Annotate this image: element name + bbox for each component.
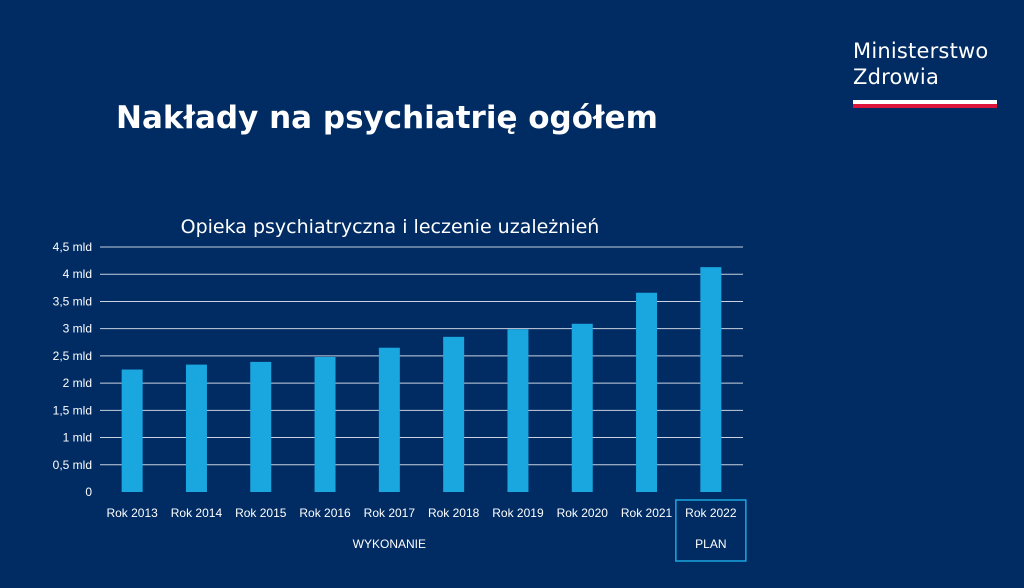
bar [185,364,207,492]
x-category-label: Rok 2016 [299,506,351,520]
logo-line-1: Ministerstwo [853,39,989,63]
y-tick-label: 0,5 mld [53,458,92,472]
bar [378,347,400,492]
bar [507,329,529,492]
bar [250,361,272,492]
ministry-logo: Ministerstwo Zdrowia [853,38,999,108]
x-category-label: Rok 2017 [364,506,416,520]
plan-box [675,499,747,562]
bar [443,336,465,492]
y-tick-label: 1,5 mld [53,403,92,417]
page-title: Nakłady na psychiatrię ogółem [116,100,658,136]
bar [700,267,722,492]
group-label: WYKONANIE [353,537,426,551]
x-category-label: Rok 2014 [171,506,223,520]
y-tick-label: 3,5 mld [53,294,92,308]
y-tick-label: 2 mld [63,376,92,390]
bars [121,267,722,492]
y-tick-label: 1 mld [63,431,92,445]
bar [571,323,593,492]
bar [314,356,336,492]
bar [636,292,658,492]
x-category-label: Rok 2018 [428,506,480,520]
x-category-label: Rok 2020 [557,506,609,520]
logo-line-2: Zdrowia [853,65,940,89]
y-tick-label: 4 mld [63,267,92,281]
x-category-label: Rok 2022 [685,506,737,520]
x-axis-categories: Rok 2013 Rok 2014 Rok 2015 Rok 2016 Rok 2017… [106,506,736,520]
polish-flag-stripe [853,100,997,108]
group-label: PLAN [695,537,726,551]
chart-title: Opieka psychiatryczna i leczenie uzależn… [181,216,600,238]
y-tick-label: 4,5 mld [53,240,92,254]
y-tick-label: 3 mld [63,322,92,336]
x-category-label: Rok 2019 [492,506,544,520]
category-groups: WYKONANIE PLAN [353,499,747,562]
y-tick-label: 2,5 mld [53,349,92,363]
x-category-label: Rok 2021 [621,506,673,520]
x-category-label: Rok 2015 [235,506,287,520]
x-category-label: Rok 2013 [106,506,158,520]
bar [121,369,143,492]
gridlines [100,246,743,466]
y-tick-label: 0 [85,485,92,499]
y-axis-ticks: 0 0,5 mld 1 mld 1,5 mld 2 mld 2,5 mld 3 mld 3,5… [53,240,93,499]
